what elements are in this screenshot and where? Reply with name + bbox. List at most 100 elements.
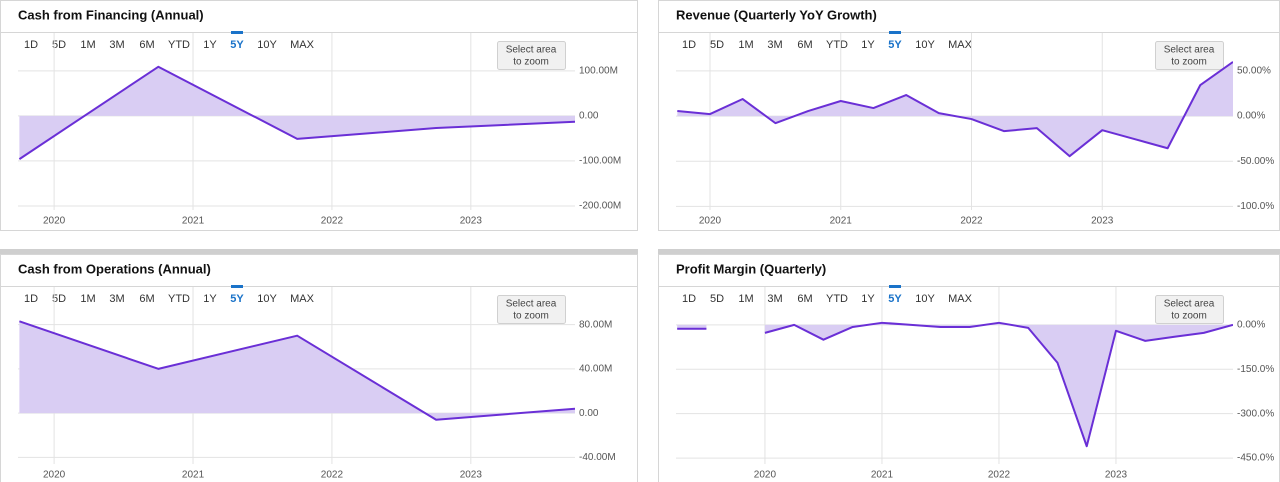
range-button[interactable]: YTD: [826, 39, 848, 51]
y-tick-label: 0.00: [579, 408, 599, 419]
range-button[interactable]: 5D: [52, 39, 66, 51]
range-button[interactable]: 1D: [682, 293, 696, 305]
x-tick-label: 2021: [830, 216, 853, 227]
x-tick-label: 2020: [43, 216, 66, 227]
range-button[interactable]: 1M: [80, 39, 95, 51]
zoom-hint: to zoom: [1171, 311, 1207, 322]
zoom-hint: Select area: [506, 299, 557, 310]
range-button[interactable]: 10Y: [257, 293, 277, 305]
range-button[interactable]: MAX: [290, 39, 315, 51]
panel-border: [0, 254, 638, 482]
range-button[interactable]: 5Y: [888, 293, 902, 305]
range-button[interactable]: 1D: [682, 39, 696, 51]
y-tick-label: 40.00M: [579, 364, 612, 375]
y-tick-label: 0.00: [579, 111, 599, 122]
zoom-hint: to zoom: [513, 57, 549, 68]
zoom-hint-box: [1155, 41, 1224, 70]
range-button[interactable]: 6M: [797, 293, 812, 305]
line: [19, 320, 575, 421]
range-button[interactable]: 1Y: [203, 39, 217, 51]
zoom-hint-box: [497, 295, 566, 324]
range-button[interactable]: 3M: [767, 293, 782, 305]
chart-title: Profit Margin (Quarterly): [676, 261, 826, 276]
range-button[interactable]: 1M: [80, 293, 95, 305]
line: [677, 61, 1233, 158]
x-tick-label: 2020: [43, 470, 66, 481]
panel-border: [0, 0, 638, 231]
zoom-hint-box: [497, 41, 566, 70]
x-tick-label: 2021: [182, 216, 205, 227]
x-tick-label: 2021: [182, 470, 205, 481]
range-button[interactable]: MAX: [948, 39, 973, 51]
y-tick-label: 0.00%: [1237, 320, 1265, 331]
y-tick-label: -100.00M: [579, 156, 621, 167]
x-tick-label: 2022: [321, 470, 344, 481]
y-tick-label: 0.00%: [1237, 111, 1265, 122]
x-tick-label: 2020: [699, 216, 722, 227]
range-button[interactable]: 5Y: [230, 293, 244, 305]
y-tick-label: -200.00M: [579, 201, 621, 212]
x-tick-label: 2023: [460, 470, 483, 481]
range-button[interactable]: YTD: [168, 39, 190, 51]
y-tick-label: -40.00M: [579, 452, 616, 463]
zoom-hint: Select area: [1164, 299, 1215, 310]
chart-panel: Revenue (Quarterly YoY Growth) 1D 5D 1M 3M 6M…: [658, 0, 1280, 231]
x-tick-label: 2020: [754, 470, 777, 481]
x-tick-label: 2022: [988, 470, 1011, 481]
panel-border: [658, 254, 1280, 482]
y-tick-label: 80.00M: [579, 319, 612, 330]
y-tick-label: -100.0%: [1237, 201, 1274, 212]
range-button[interactable]: 3M: [767, 39, 782, 51]
chart-title: Cash from Financing (Annual): [18, 7, 204, 22]
range-button[interactable]: 5D: [710, 39, 724, 51]
range-button[interactable]: 10Y: [915, 293, 935, 305]
range-button[interactable]: MAX: [948, 293, 973, 305]
zoom-hint: to zoom: [513, 311, 549, 322]
y-tick-label: 50.00%: [1237, 66, 1271, 77]
x-tick-label: 2022: [321, 216, 344, 227]
range-button[interactable]: 1D: [24, 39, 38, 51]
range-button[interactable]: 5D: [52, 293, 66, 305]
range-button[interactable]: 1D: [24, 293, 38, 305]
range-button[interactable]: 3M: [109, 39, 124, 51]
x-tick-label: 2023: [460, 216, 483, 227]
range-button[interactable]: 1Y: [203, 293, 217, 305]
range-button[interactable]: 1M: [738, 39, 753, 51]
range-button[interactable]: 5Y: [888, 39, 902, 51]
area-fill: [677, 61, 1233, 157]
range-button[interactable]: 1Y: [861, 293, 875, 305]
chart-panel: Cash from Operations (Annual) 1D 5D 1M 3M 6M Y…: [0, 254, 638, 482]
range-button[interactable]: 6M: [139, 39, 154, 51]
y-tick-label: -50.00%: [1237, 156, 1274, 167]
chart-title: Cash from Operations (Annual): [18, 261, 211, 276]
range-button[interactable]: YTD: [826, 293, 848, 305]
range-button[interactable]: 6M: [797, 39, 812, 51]
range-button[interactable]: 1Y: [861, 39, 875, 51]
selected-indicator: [889, 31, 901, 34]
area-fill: [19, 66, 575, 160]
line: [18, 65, 575, 160]
chart-title: Revenue (Quarterly YoY Growth): [676, 7, 877, 22]
x-tick-label: 2023: [1091, 216, 1114, 227]
range-button[interactable]: 3M: [109, 293, 124, 305]
y-tick-label: -150.0%: [1237, 364, 1274, 375]
selected-indicator: [231, 31, 243, 34]
y-tick-label: -300.0%: [1237, 408, 1274, 419]
range-button[interactable]: 1M: [738, 293, 753, 305]
area-fill: [677, 322, 1233, 447]
x-tick-label: 2023: [1105, 470, 1128, 481]
zoom-hint-box: [1155, 295, 1224, 324]
panel-separator: [0, 249, 638, 254]
range-button[interactable]: 5Y: [230, 39, 244, 51]
range-button[interactable]: 5D: [710, 293, 724, 305]
x-tick-label: 2022: [960, 216, 983, 227]
range-button[interactable]: 10Y: [915, 39, 935, 51]
selected-indicator: [889, 285, 901, 288]
zoom-hint: Select area: [506, 45, 557, 56]
range-button[interactable]: 6M: [139, 293, 154, 305]
y-tick-label: -450.0%: [1237, 453, 1274, 464]
range-button[interactable]: YTD: [168, 293, 190, 305]
range-button[interactable]: 10Y: [257, 39, 277, 51]
range-button[interactable]: MAX: [290, 293, 315, 305]
